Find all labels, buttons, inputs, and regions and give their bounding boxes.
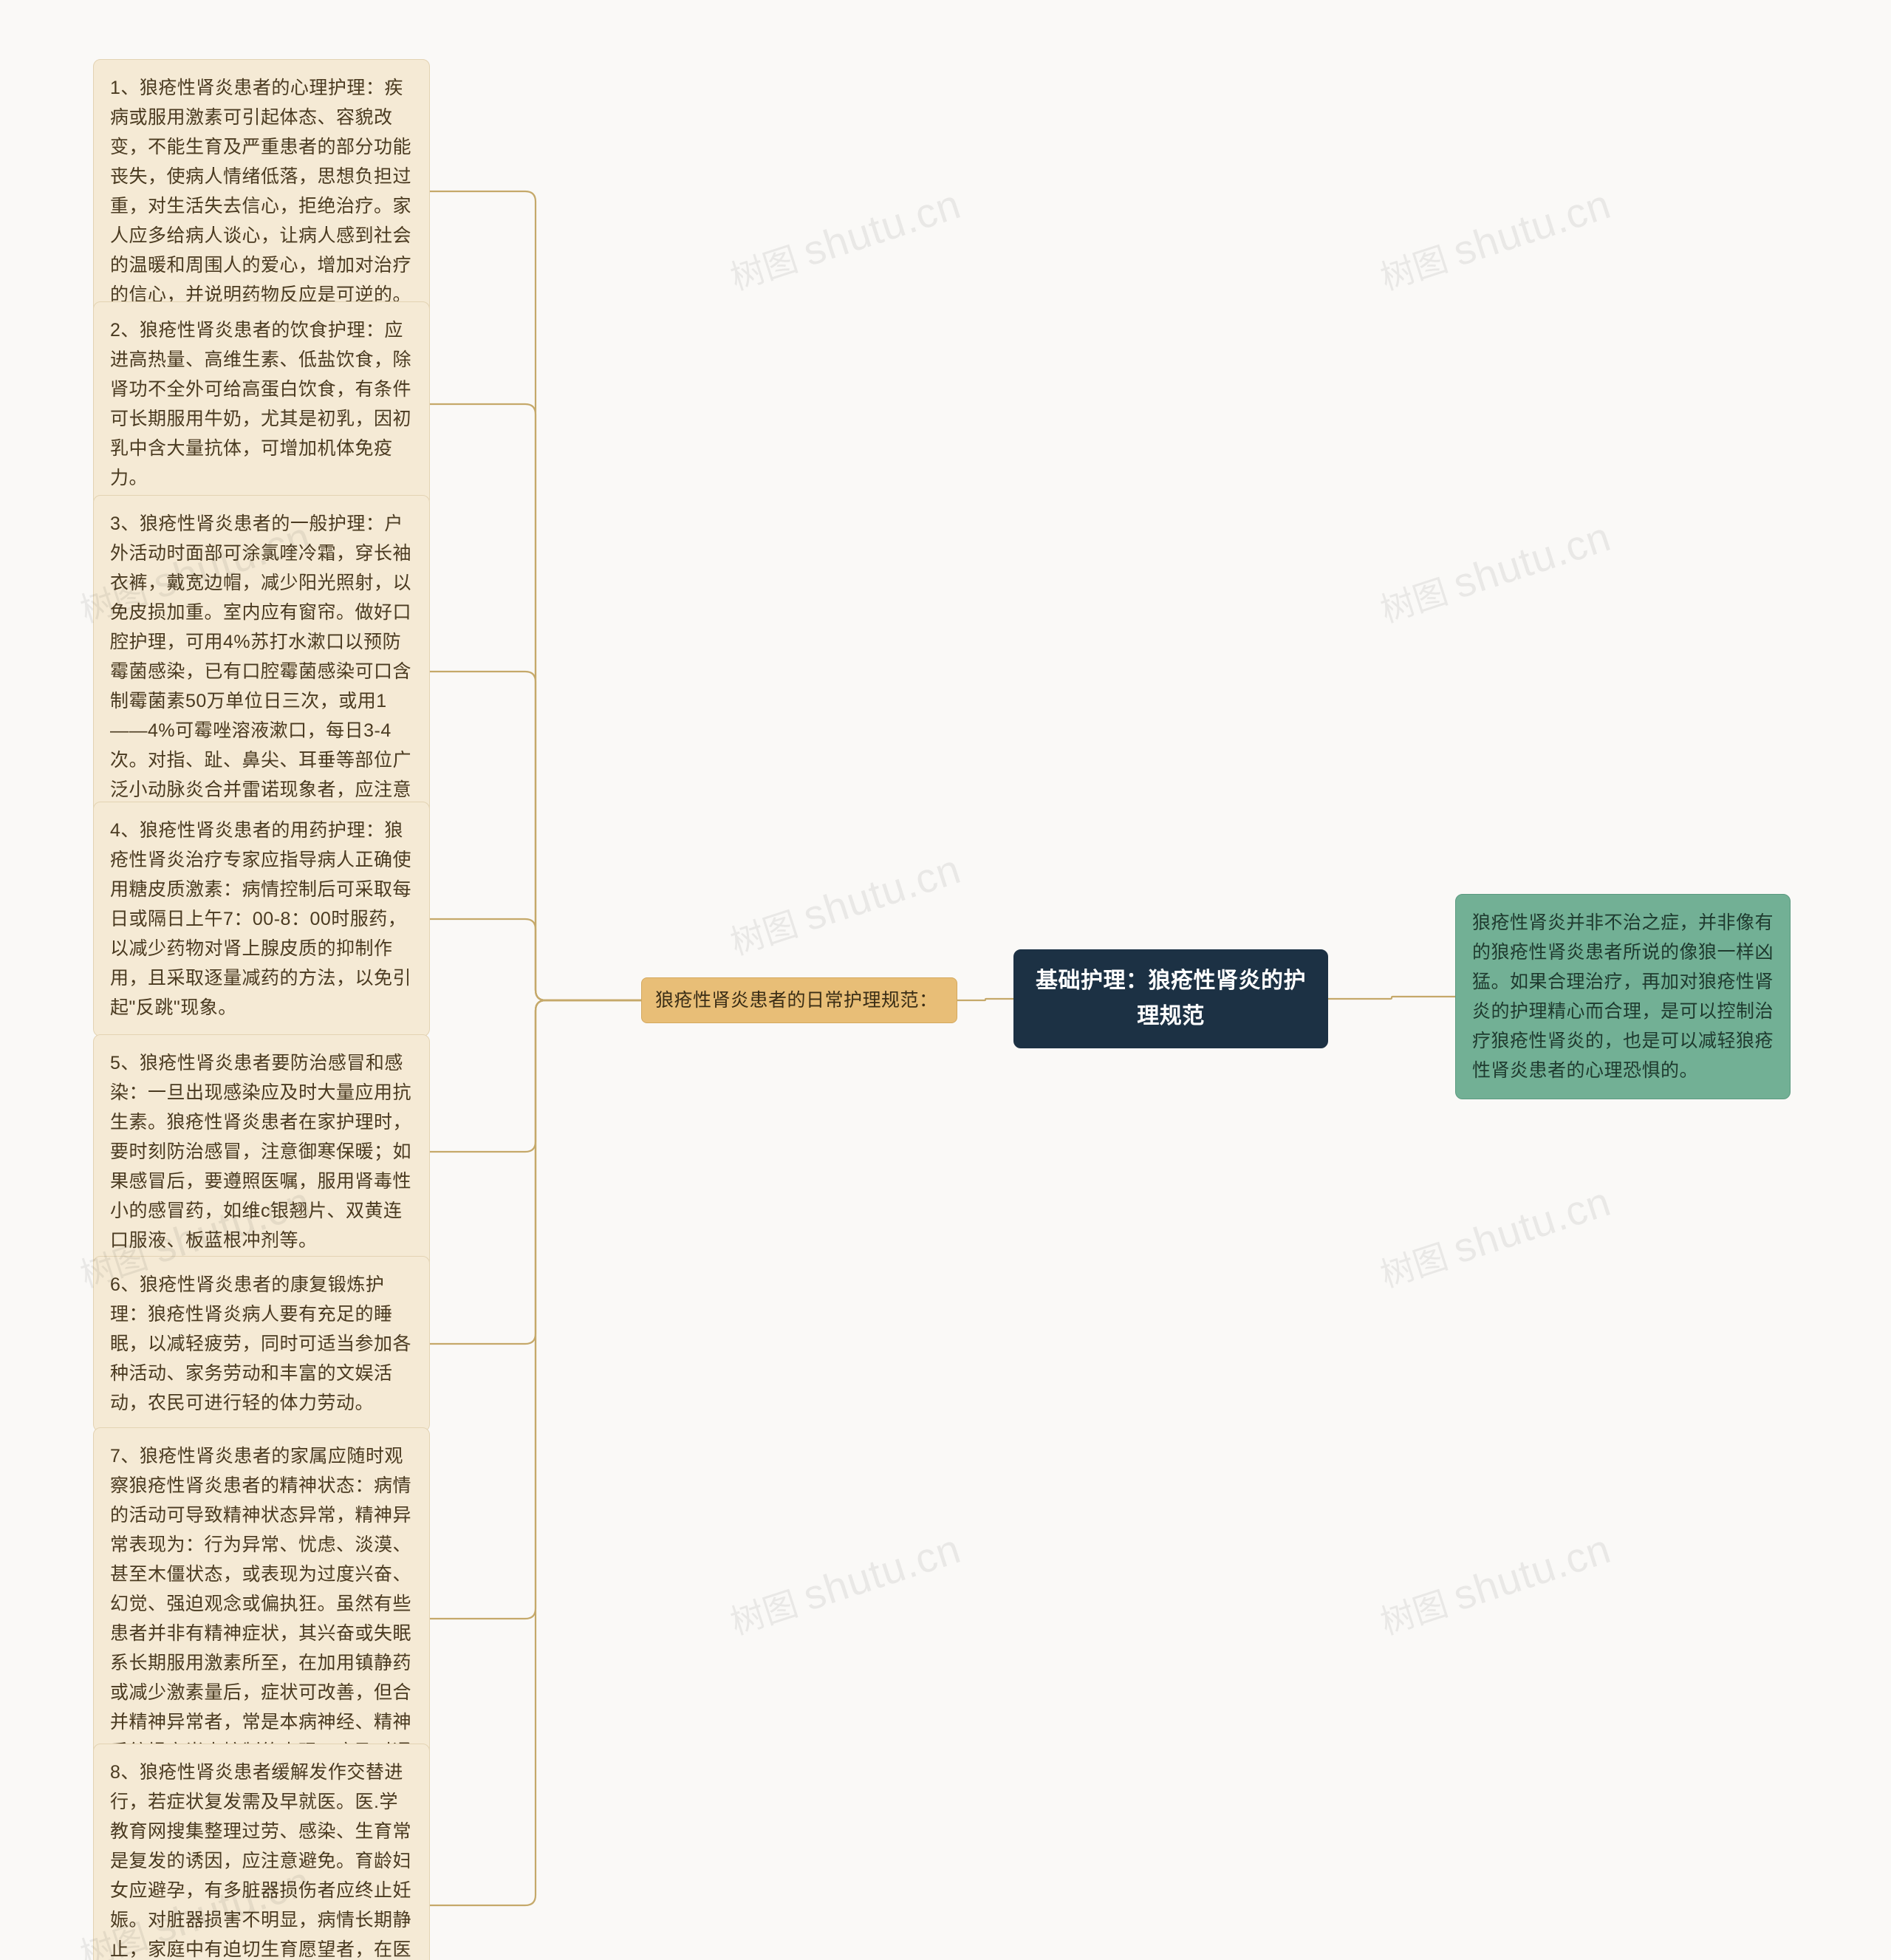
watermark: 树图 shutu.cn <box>1374 1524 1617 1645</box>
leaf-node-8: 8、狼疮性肾炎患者缓解发作交替进行，若症状复发需及早就医。医.学教育网搜集整理过… <box>93 1744 430 1960</box>
watermark: 树图 shutu.cn <box>724 844 967 965</box>
right-summary: 狼疮性肾炎并非不治之症，并非像有的狼疮性肾炎患者所说的像狼一样凶猛。如果合理治疗… <box>1455 894 1791 1099</box>
intermediate-topic: 狼疮性肾炎患者的日常护理规范： <box>641 977 957 1023</box>
watermark: 树图 shutu.cn <box>724 180 967 300</box>
mindmap-canvas: 基础护理：狼疮性肾炎的护理规范 狼疮性肾炎并非不治之症，并非像有的狼疮性肾炎患者所… <box>0 0 1891 1960</box>
center-topic: 基础护理：狼疮性肾炎的护理规范 <box>1013 949 1328 1048</box>
leaf-node-1: 1、狼疮性肾炎患者的心理护理：疾病或服用激素可引起体态、容貌改变，不能生育及严重… <box>93 59 430 324</box>
leaf-node-2: 2、狼疮性肾炎患者的饮食护理：应进高热量、高维生素、低盐饮食，除肾功不全外可给高… <box>93 301 430 507</box>
leaf-node-6: 6、狼疮性肾炎患者的康复锻炼护理：狼疮性肾炎病人要有充足的睡眠，以减轻疲劳，同时… <box>93 1256 430 1432</box>
leaf-node-5: 5、狼疮性肾炎患者要防治感冒和感染：一旦出现感染应及时大量应用抗生素。狼疮性肾炎… <box>93 1034 430 1269</box>
watermark: 树图 shutu.cn <box>1374 512 1617 632</box>
leaf-node-3: 3、狼疮性肾炎患者的一般护理：户外活动时面部可涂氯喹冷霜，穿长袖衣裤，戴宽边帽，… <box>93 495 430 848</box>
watermark: 树图 shutu.cn <box>1374 180 1617 300</box>
watermark: 树图 shutu.cn <box>724 1524 967 1645</box>
leaf-node-4: 4、狼疮性肾炎患者的用药护理：狼疮性肾炎治疗专家应指导病人正确使用糖皮质激素：病… <box>93 802 430 1037</box>
watermark: 树图 shutu.cn <box>1374 1177 1617 1297</box>
